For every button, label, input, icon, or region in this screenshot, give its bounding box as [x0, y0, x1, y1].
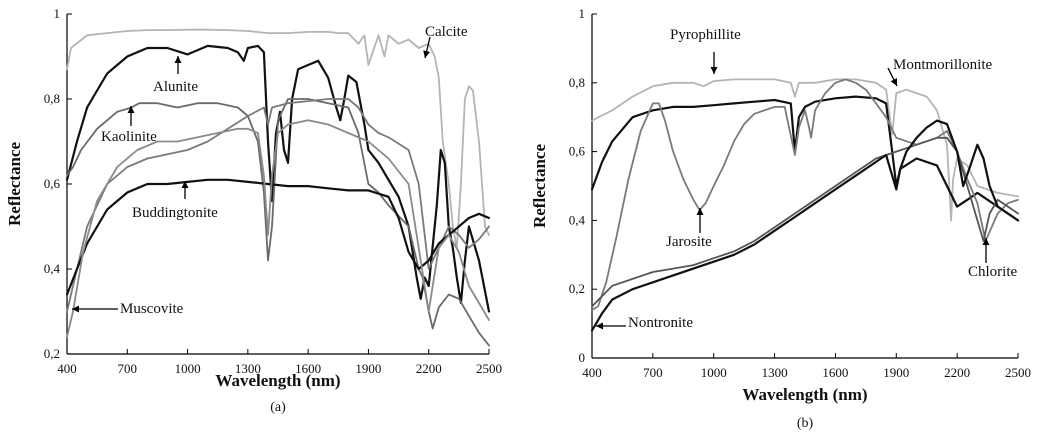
panel-label: (a) — [270, 400, 286, 415]
x-tick-label: 1600 — [295, 361, 321, 376]
series-line-pyrophillite — [591, 78, 1019, 222]
annotation-arrowhead — [890, 78, 897, 86]
series-line-alunite — [65, 44, 491, 313]
y-tick-label: 0,4 — [569, 212, 586, 227]
chart-panel-b: 400 700 1000 1300 1600 1900 2200 2500 0 0,2 0,4 0,6… — [530, 6, 1031, 431]
annotation-arrowhead — [181, 181, 189, 188]
annotation-montmorillonite: Montmorillonite — [893, 57, 993, 73]
x-tick-label: 1000 — [701, 365, 727, 380]
annotation-arrowhead — [710, 67, 718, 74]
annotation-arrowhead — [72, 305, 79, 313]
series-line-buddingtonite — [65, 178, 491, 296]
annotation-pyrophillite: Pyrophillite — [670, 27, 741, 43]
x-axis-label: Wavelength (nm) — [742, 385, 867, 404]
annotation-arrowhead — [174, 56, 182, 63]
chart-panel-a: 400 700 1000 1300 1600 1900 2200 2500 0,2 0,4 0,6 0… — [5, 6, 502, 415]
x-tick-label: 1900 — [883, 365, 909, 380]
y-tick-label: 1 — [54, 6, 61, 21]
series-line-muscovite — [66, 119, 490, 338]
y-tick-label: 0,6 — [569, 144, 586, 159]
x-tick-label: 1600 — [822, 365, 848, 380]
annotation-muscovite: Muscovite — [120, 301, 184, 317]
annotation-arrowhead — [127, 106, 135, 113]
x-tick-label: 400 — [582, 365, 602, 380]
series-line-jarosite — [591, 78, 1019, 311]
y-tick-label: 0 — [579, 350, 586, 365]
annotation-arrowhead — [982, 238, 990, 245]
annotation-calcite: Calcite — [425, 24, 468, 40]
annotation-alunite: Alunite — [153, 79, 198, 95]
x-tick-label: 400 — [57, 361, 77, 376]
series-line-kaolinite — [66, 98, 490, 347]
x-tick-label: 2200 — [944, 365, 970, 380]
y-axis-label: Reflectance — [5, 142, 24, 226]
x-tick-label: 1000 — [175, 361, 201, 376]
series-line-montmorillonite — [590, 95, 1020, 222]
annotation-arrowhead — [696, 208, 704, 215]
x-axis-label: Wavelength (nm) — [215, 371, 340, 390]
x-tick-label: 2500 — [1005, 365, 1031, 380]
annotation-jarosite: Jarosite — [666, 234, 712, 250]
y-tick-label: 0,8 — [569, 75, 585, 90]
y-tick-label: 0,2 — [569, 281, 585, 296]
series-line-calcite — [66, 28, 490, 249]
panel-label: (b) — [797, 416, 814, 431]
x-tick-label: 2500 — [476, 361, 502, 376]
annotation-kaolinite: Kaolinite — [101, 129, 157, 145]
annotation-arrowhead — [596, 322, 603, 330]
y-tick-label: 0,4 — [44, 261, 61, 276]
x-tick-label: 1300 — [235, 361, 261, 376]
x-tick-label: 1900 — [355, 361, 381, 376]
annotation-nontronite: Nontronite — [628, 315, 693, 331]
x-tick-label: 700 — [643, 365, 663, 380]
y-tick-label: 0,2 — [44, 346, 60, 361]
annotation-chlorite: Chlorite — [968, 264, 1018, 280]
y-tick-label: 1 — [579, 6, 586, 21]
x-tick-label: 2200 — [416, 361, 442, 376]
series-line-nontronite — [590, 119, 1020, 332]
y-tick-label: 0,6 — [44, 176, 61, 191]
annotation-buddingtonite: Buddingtonite — [132, 205, 218, 221]
y-axis-label: Reflectance — [530, 144, 549, 228]
annotation-arrowhead — [423, 50, 431, 58]
x-tick-label: 1300 — [762, 365, 788, 380]
y-tick-label: 0,8 — [44, 91, 60, 106]
x-tick-label: 700 — [118, 361, 138, 376]
series-line-chlorite — [591, 136, 1019, 308]
